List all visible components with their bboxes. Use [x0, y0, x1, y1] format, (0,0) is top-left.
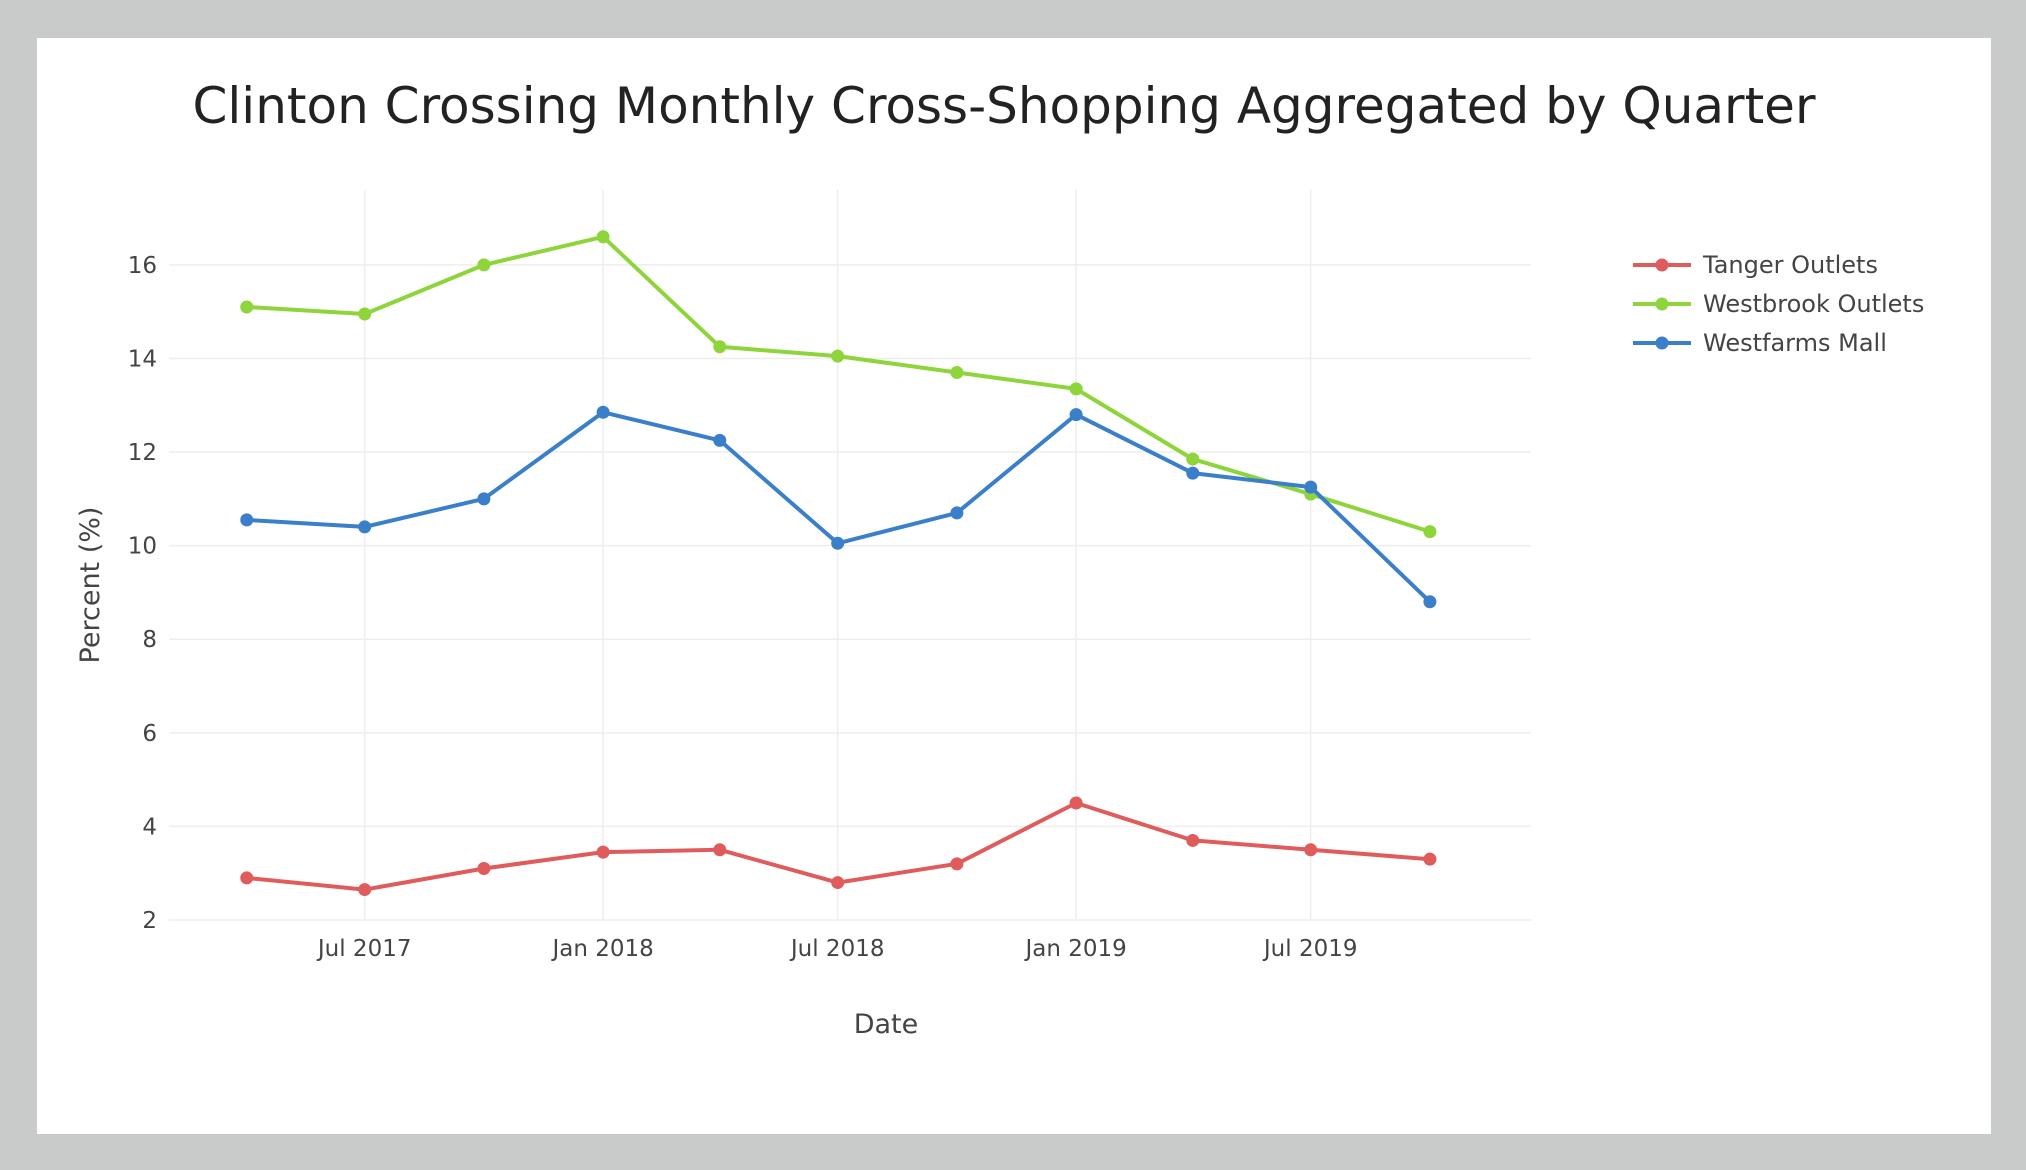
y-tick-label: 12	[128, 440, 157, 466]
y-axis-title: Percent (%)	[75, 507, 106, 664]
data-point	[950, 506, 964, 520]
data-point	[240, 300, 254, 314]
x-tick-label: Jul 2019	[1262, 936, 1358, 962]
data-point	[1069, 796, 1083, 810]
data-point	[240, 513, 254, 527]
data-point	[477, 862, 491, 876]
legend[interactable]: Tanger Outlets Westbrook Outlets Westfarms…	[1633, 251, 1924, 357]
x-tick-label: Jan 2018	[550, 936, 653, 962]
x-tick-label: Jan 2019	[1023, 936, 1126, 962]
data-point	[1423, 852, 1437, 866]
legend-item[interactable]: Westfarms Mall	[1633, 329, 1887, 357]
data-point	[831, 536, 845, 550]
y-tick-label: 8	[142, 627, 157, 653]
legend-label: Westfarms Mall	[1703, 329, 1887, 357]
data-point	[831, 349, 845, 363]
data-point	[1423, 595, 1437, 609]
y-tick-label: 16	[128, 253, 157, 279]
series-tanger-outlets	[240, 796, 1437, 897]
data-point	[1304, 480, 1318, 494]
data-point	[1186, 466, 1200, 480]
data-point	[713, 340, 727, 354]
series-westbrook-outlets	[240, 230, 1437, 539]
y-tick-label: 2	[142, 908, 157, 934]
data-point	[596, 230, 610, 244]
gridlines	[169, 190, 1531, 921]
data-point	[713, 433, 727, 447]
series-westfarms-mall	[240, 405, 1437, 609]
y-tick-label: 10	[128, 534, 157, 560]
chart-title: Clinton Crossing Monthly Cross-Shopping …	[193, 77, 1816, 135]
data-point	[1069, 382, 1083, 396]
y-tick-label: 6	[142, 721, 157, 747]
chart-frame: Clinton Crossing Monthly Cross-Shopping …	[37, 38, 1991, 1134]
legend-swatch-marker	[1655, 258, 1669, 272]
data-point	[1069, 408, 1083, 422]
data-point	[358, 883, 372, 897]
data-point	[1423, 525, 1437, 539]
legend-label: Tanger Outlets	[1702, 251, 1878, 279]
legend-swatch-marker	[1655, 297, 1669, 311]
data-point	[713, 843, 727, 857]
y-axis-ticks: 2 4 6 8 10 12 14 16	[128, 253, 157, 934]
x-axis-title: Date	[854, 1009, 919, 1040]
data-point	[477, 258, 491, 272]
legend-swatch-marker	[1655, 336, 1669, 350]
data-point	[950, 857, 964, 871]
data-point	[358, 520, 372, 534]
x-axis-ticks: Jul 2017 Jan 2018 Jul 2018 Jan 2019 Jul 2019	[316, 936, 1358, 962]
data-point	[477, 492, 491, 506]
x-tick-label: Jul 2017	[316, 936, 412, 962]
data-point	[1186, 452, 1200, 466]
legend-item[interactable]: Tanger Outlets	[1633, 251, 1878, 279]
data-point	[1304, 843, 1318, 857]
data-point	[358, 307, 372, 321]
y-tick-label: 14	[128, 346, 157, 372]
y-tick-label: 4	[142, 814, 157, 840]
legend-item[interactable]: Westbrook Outlets	[1633, 290, 1924, 318]
data-point	[240, 871, 254, 885]
series-lines	[240, 230, 1437, 897]
data-point	[1186, 833, 1200, 847]
data-point	[831, 876, 845, 890]
data-point	[596, 845, 610, 859]
line-chart: Clinton Crossing Monthly Cross-Shopping …	[75, 77, 1924, 1040]
legend-label: Westbrook Outlets	[1703, 290, 1924, 318]
data-point	[596, 405, 610, 419]
data-point	[950, 366, 964, 379]
x-tick-label: Jul 2018	[789, 936, 885, 962]
